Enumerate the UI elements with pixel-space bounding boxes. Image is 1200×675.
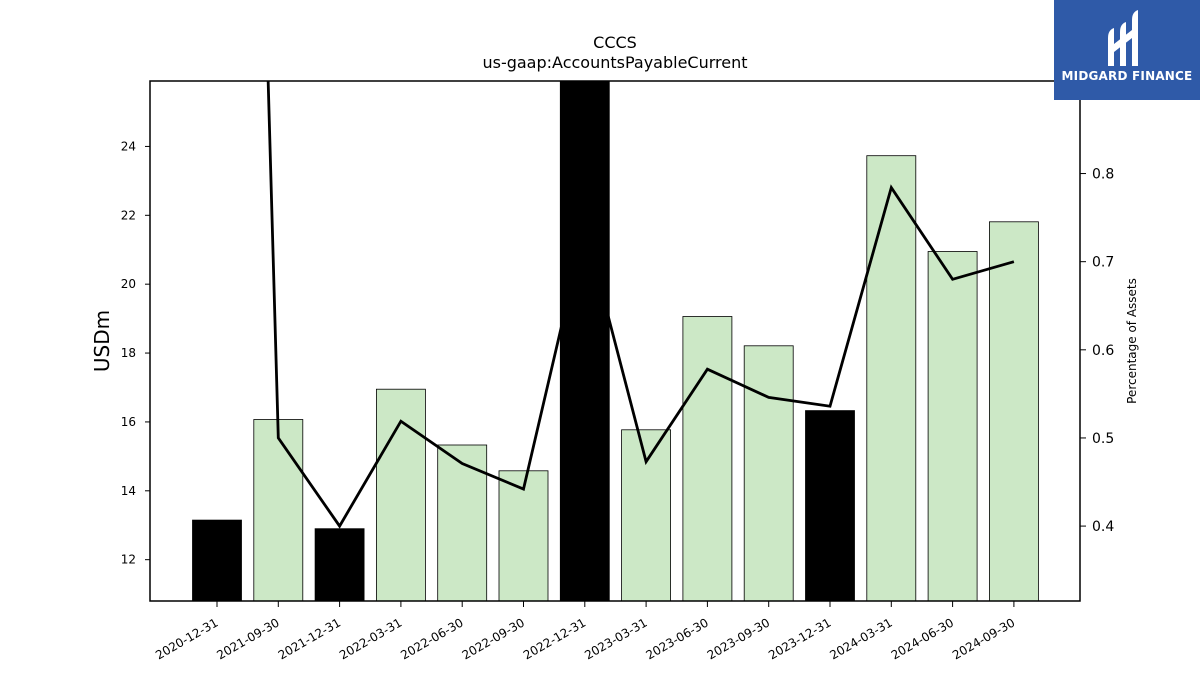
y-tick-label: 12 <box>121 553 136 567</box>
bar-2022-03-31 <box>375 388 426 602</box>
bar-2023-06-30 <box>682 316 733 602</box>
x-tick-label: 2024-06-30 <box>889 615 956 662</box>
x-tick-label: 2023-09-30 <box>705 615 772 662</box>
x-tick-label: 2021-09-30 <box>214 615 281 662</box>
y2-tick-label: 0.5 <box>1092 431 1114 447</box>
bar-2022-09-30 <box>498 470 549 602</box>
x-tick-label: 2023-06-30 <box>643 615 710 662</box>
y2-tick-label: 0.4 <box>1092 519 1114 535</box>
bar-2021-09-30 <box>253 419 304 602</box>
x-axis: 2020-12-312021-09-302021-12-312022-03-31… <box>153 601 1017 662</box>
bar-2023-09-30 <box>743 345 794 602</box>
y2-tick-label: 0.7 <box>1092 255 1114 271</box>
x-tick-label: 2023-03-31 <box>582 615 649 662</box>
bar-2022-12-31 <box>559 80 610 602</box>
x-tick-label: 2022-12-31 <box>521 615 588 662</box>
chart-subtitle: us-gaap:AccountsPayableCurrent <box>482 53 747 72</box>
y2-tick-label: 0.6 <box>1092 343 1114 359</box>
bar-2024-06-30 <box>927 251 978 602</box>
x-tick-label: 2021-12-31 <box>276 615 343 662</box>
midgard-finance-logo: MIDGARD FINANCE <box>1054 0 1200 100</box>
bar-2020-12-31 <box>192 519 242 602</box>
y-axis-right: 0.4 0.5 0.6 0.7 0.8 <box>1080 167 1114 535</box>
bar-2021-12-31 <box>314 528 365 602</box>
x-tick-label: 2022-09-30 <box>460 615 527 662</box>
y-tick-label: 14 <box>121 484 136 498</box>
y-tick-label: 18 <box>121 346 136 360</box>
y-axis-label: USDm <box>90 310 114 372</box>
y-axis-left: 12 14 16 18 20 22 24 <box>121 139 150 567</box>
bar-2023-12-31 <box>805 410 855 602</box>
chart-title: CCCS <box>593 33 637 52</box>
y2-tick-label: 0.8 <box>1092 167 1114 183</box>
bar-2022-06-30 <box>437 444 488 602</box>
x-tick-label: 2022-06-30 <box>398 615 465 662</box>
bar-2024-03-31 <box>866 155 917 602</box>
y2-axis-label: Percentage of Assets <box>1125 278 1139 404</box>
bar-2023-03-31 <box>621 429 671 602</box>
logo-text: MIDGARD FINANCE <box>1061 69 1193 83</box>
x-tick-label: 2023-12-31 <box>766 615 833 662</box>
y-tick-label: 20 <box>121 277 136 291</box>
y-tick-label: 22 <box>121 208 136 222</box>
y-tick-label: 24 <box>121 139 136 153</box>
bar-series <box>192 80 1039 602</box>
line-series <box>266 81 1015 529</box>
percentage-of-assets-line <box>266 81 1015 529</box>
x-tick-label: 2024-03-31 <box>827 615 894 662</box>
x-tick-label: 2020-12-31 <box>153 615 220 662</box>
x-tick-label: 2022-03-31 <box>337 615 404 662</box>
bar-2024-09-30 <box>989 221 1039 602</box>
x-tick-label: 2024-09-30 <box>950 615 1017 662</box>
y-tick-label: 16 <box>121 415 136 429</box>
midgard-logo-icon <box>1108 10 1138 66</box>
plot-frame <box>149 80 1081 602</box>
